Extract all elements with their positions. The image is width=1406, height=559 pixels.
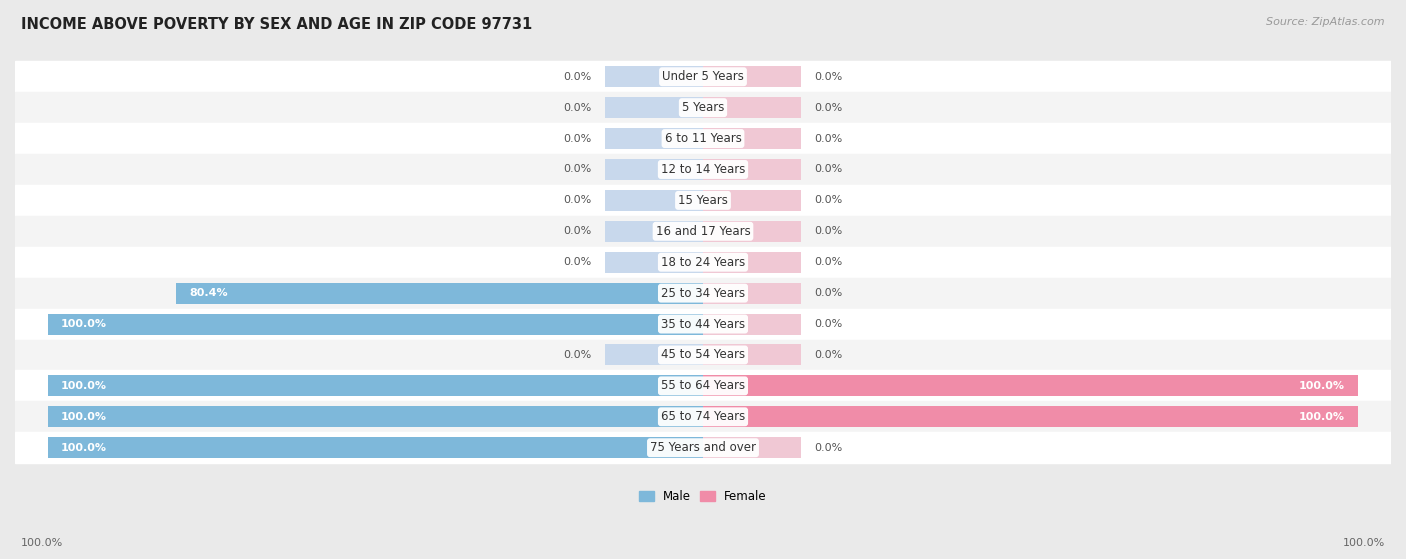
Text: 0.0%: 0.0% <box>814 226 842 236</box>
Bar <box>703 252 801 273</box>
Text: INCOME ABOVE POVERTY BY SEX AND AGE IN ZIP CODE 97731: INCOME ABOVE POVERTY BY SEX AND AGE IN Z… <box>21 17 533 32</box>
Bar <box>605 283 703 304</box>
Text: 100.0%: 100.0% <box>1299 412 1346 422</box>
Bar <box>15 154 1391 185</box>
Bar <box>605 344 703 366</box>
Bar <box>703 375 801 396</box>
Bar <box>15 247 1391 278</box>
Bar <box>703 66 801 87</box>
Bar <box>605 190 703 211</box>
Bar <box>703 190 801 211</box>
Text: 0.0%: 0.0% <box>564 134 592 144</box>
Bar <box>15 92 1391 123</box>
Text: 0.0%: 0.0% <box>814 196 842 205</box>
Bar <box>48 375 703 396</box>
Text: 100.0%: 100.0% <box>21 538 63 548</box>
Text: Under 5 Years: Under 5 Years <box>662 70 744 83</box>
Bar <box>15 278 1391 309</box>
Text: 6 to 11 Years: 6 to 11 Years <box>665 132 741 145</box>
Bar <box>703 221 801 242</box>
Text: 100.0%: 100.0% <box>60 412 107 422</box>
Bar <box>605 375 703 396</box>
Bar <box>605 128 703 149</box>
Bar <box>605 252 703 273</box>
Text: 0.0%: 0.0% <box>814 134 842 144</box>
Bar <box>703 406 1358 427</box>
Text: 0.0%: 0.0% <box>564 350 592 360</box>
Text: 100.0%: 100.0% <box>60 319 107 329</box>
Bar <box>15 61 1391 92</box>
Text: 80.4%: 80.4% <box>190 288 228 298</box>
Text: 35 to 44 Years: 35 to 44 Years <box>661 318 745 330</box>
Bar <box>703 283 801 304</box>
Text: Source: ZipAtlas.com: Source: ZipAtlas.com <box>1267 17 1385 27</box>
Bar <box>703 97 801 118</box>
Bar <box>15 371 1391 401</box>
Bar <box>15 309 1391 339</box>
Bar <box>15 401 1391 432</box>
Bar <box>15 432 1391 463</box>
Text: 55 to 64 Years: 55 to 64 Years <box>661 380 745 392</box>
Bar <box>605 97 703 118</box>
Text: 0.0%: 0.0% <box>814 257 842 267</box>
Text: 0.0%: 0.0% <box>564 103 592 113</box>
Text: 100.0%: 100.0% <box>60 381 107 391</box>
Text: 75 Years and over: 75 Years and over <box>650 441 756 454</box>
Bar <box>605 66 703 87</box>
Bar <box>605 221 703 242</box>
Bar <box>605 437 703 458</box>
Text: 0.0%: 0.0% <box>564 164 592 174</box>
Text: 16 and 17 Years: 16 and 17 Years <box>655 225 751 238</box>
Text: 5 Years: 5 Years <box>682 101 724 114</box>
Text: 15 Years: 15 Years <box>678 194 728 207</box>
Bar <box>605 159 703 180</box>
Text: 0.0%: 0.0% <box>814 103 842 113</box>
Text: 100.0%: 100.0% <box>1299 381 1346 391</box>
Bar <box>703 437 801 458</box>
Bar <box>703 344 801 366</box>
Bar <box>48 406 703 427</box>
Text: 0.0%: 0.0% <box>814 319 842 329</box>
Bar <box>15 123 1391 154</box>
Text: 0.0%: 0.0% <box>564 196 592 205</box>
Bar <box>15 216 1391 247</box>
Text: 100.0%: 100.0% <box>1343 538 1385 548</box>
Bar <box>703 314 801 334</box>
Text: 0.0%: 0.0% <box>564 257 592 267</box>
Bar <box>703 159 801 180</box>
Text: 65 to 74 Years: 65 to 74 Years <box>661 410 745 423</box>
Text: 45 to 54 Years: 45 to 54 Years <box>661 348 745 362</box>
Text: 12 to 14 Years: 12 to 14 Years <box>661 163 745 176</box>
Text: 100.0%: 100.0% <box>60 443 107 453</box>
Text: 0.0%: 0.0% <box>814 72 842 82</box>
Bar <box>176 283 703 304</box>
Bar <box>15 185 1391 216</box>
Bar <box>48 437 703 458</box>
Bar <box>703 128 801 149</box>
Bar <box>15 339 1391 371</box>
Text: 0.0%: 0.0% <box>814 350 842 360</box>
Bar <box>605 314 703 334</box>
Legend: Male, Female: Male, Female <box>634 485 772 508</box>
Bar <box>703 406 801 427</box>
Text: 25 to 34 Years: 25 to 34 Years <box>661 287 745 300</box>
Text: 0.0%: 0.0% <box>564 226 592 236</box>
Text: 0.0%: 0.0% <box>814 288 842 298</box>
Bar <box>605 406 703 427</box>
Text: 0.0%: 0.0% <box>814 164 842 174</box>
Bar <box>48 314 703 334</box>
Text: 0.0%: 0.0% <box>814 443 842 453</box>
Text: 18 to 24 Years: 18 to 24 Years <box>661 255 745 269</box>
Text: 0.0%: 0.0% <box>564 72 592 82</box>
Bar <box>703 375 1358 396</box>
